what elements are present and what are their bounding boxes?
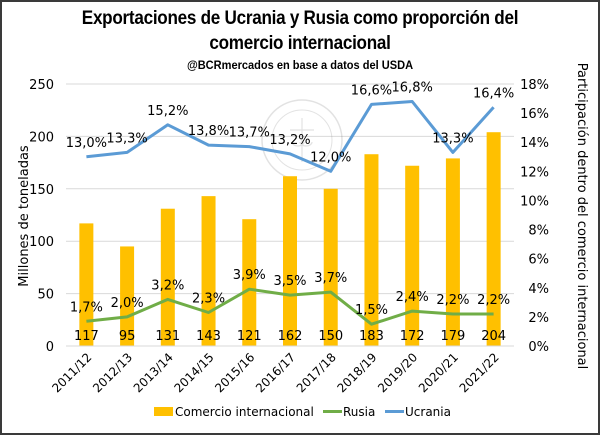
x-axis: 2011/122012/132013/142014/152015/162016/… (49, 345, 514, 395)
bar-comercio-internacional (160, 208, 175, 346)
x-tick-label: 2021/22 (457, 350, 502, 395)
legend-swatch-comercio-internacional (154, 407, 173, 416)
chart-title-line-1: Exportaciones de Ucrania y Rusia como pr… (81, 8, 519, 29)
y-right-tick-label: 8% (528, 224, 549, 239)
y-axis-right-title: Participación dentro del comercio intern… (574, 63, 589, 370)
x-tick-label: 2012/13 (90, 350, 135, 395)
bar-value-label: 143 (196, 329, 221, 344)
y-left-tick-label: 50 (37, 288, 54, 303)
rusia-value-label: 1,7% (70, 300, 103, 315)
ucrania-value-label: 13,3% (432, 131, 473, 146)
y-right-tick-label: 14% (520, 136, 549, 151)
chart-subtitle: @BCRmercados en base a datos del USDA (186, 58, 414, 72)
ucrania-value-label: 16,6% (351, 83, 392, 98)
y-left-tick-label: 0 (46, 340, 54, 355)
bar-comercio-internacional (79, 223, 94, 346)
rusia-value-label: 2,0% (111, 296, 144, 311)
bar-comercio-internacional (120, 246, 135, 346)
bars-series (79, 132, 501, 346)
y-left-tick-label: 150 (29, 183, 54, 198)
line-ucrania (86, 100, 495, 173)
y-right-tick-label: 12% (520, 165, 549, 180)
y-right-tick-label: 18% (520, 78, 549, 93)
bar-value-label: 172 (400, 329, 425, 344)
bar-comercio-internacional (201, 196, 216, 346)
bar-value-label: 179 (440, 329, 465, 344)
line-rusia (86, 287, 494, 326)
ucrania-value-label: 13,0% (66, 136, 107, 151)
bar-value-label: 121 (237, 329, 262, 344)
rusia-value-label: 3,5% (273, 274, 306, 289)
x-tick-label: 2018/19 (334, 350, 379, 395)
y-left-tick-label: 100 (29, 235, 54, 250)
bar-value-label: 117 (74, 329, 99, 344)
bar-comercio-internacional (405, 165, 420, 346)
rusia-value-label: 3,7% (314, 271, 347, 286)
rusia-value-label: 1,5% (355, 303, 388, 318)
bar-value-label: 95 (119, 329, 136, 344)
bar-comercio-internacional (242, 219, 257, 346)
x-tick-label: 2020/21 (416, 350, 461, 395)
y-left-tick-label: 200 (29, 130, 54, 145)
legend-label-ucrania: Ucrania (405, 405, 451, 419)
x-tick-label: 2011/12 (49, 350, 94, 395)
ucrania-value-label: 15,2% (147, 104, 188, 119)
bar-comercio-internacional (364, 154, 379, 346)
rusia-value-label: 2,3% (192, 292, 225, 307)
ucrania-value-label: 13,2% (269, 133, 310, 148)
bar-comercio-internacional (445, 158, 460, 346)
rusia-value-label: 2,4% (396, 290, 429, 305)
y-axis-left-title: Millones de toneladas (17, 145, 32, 287)
rusia-value-label: 2,2% (477, 293, 510, 308)
x-tick-label: 2014/15 (172, 350, 217, 395)
bar-comercio-internacional (486, 132, 501, 346)
bar-comercio-internacional (323, 188, 338, 346)
ucrania-value-label: 13,7% (229, 126, 270, 141)
y-right-tick-label: 4% (528, 282, 549, 297)
rusia-value-label: 3,9% (233, 268, 266, 283)
x-tick-label: 2019/20 (375, 350, 420, 395)
x-tick-label: 2016/17 (253, 350, 298, 395)
y-axis-right: 0% 2% 4% 6% 8% 10% 12% 14% 16% 18% (520, 78, 549, 355)
ucrania-value-label: 16,8% (392, 80, 433, 95)
bar-value-label: 183 (359, 329, 384, 344)
y-right-tick-label: 0% (528, 340, 549, 355)
bar-value-label: 150 (318, 329, 343, 344)
ucrania-value-label: 13,8% (188, 124, 229, 139)
ucrania-value-label: 16,4% (473, 86, 514, 101)
bar-comercio-internacional (283, 176, 297, 346)
lines-series (86, 100, 495, 326)
legend-label-comercio-internacional: Comercio internacional (175, 405, 314, 419)
y-right-tick-label: 10% (520, 194, 549, 209)
data-labels: 117 95 131 143 121 162 150 183 172 179 204 1,7% 2,0%… (66, 80, 515, 344)
legend: Comercio internacional Rusia Ucrania (154, 405, 451, 419)
rusia-value-label: 2,2% (436, 293, 469, 308)
y-right-tick-label: 6% (528, 253, 549, 268)
watermark-seal (261, 99, 343, 181)
rusia-value-label: 3,2% (151, 278, 184, 293)
y-right-tick-label: 16% (520, 107, 549, 122)
x-tick-label: 2017/18 (294, 350, 339, 395)
bar-value-label: 131 (155, 329, 180, 344)
x-tick-label: 2015/16 (212, 350, 257, 395)
ucrania-value-label: 12,0% (310, 150, 351, 165)
y-axis-left: 0 50 100 150 200 250 (29, 78, 54, 355)
legend-label-rusia: Rusia (343, 405, 375, 419)
bar-value-label: 204 (481, 329, 506, 344)
y-left-tick-label: 250 (29, 78, 54, 93)
bar-value-label: 162 (278, 329, 303, 344)
y-right-tick-label: 2% (528, 311, 549, 326)
ucrania-value-label: 13,3% (106, 131, 147, 146)
x-tick-label: 2013/14 (131, 350, 176, 395)
chart-title-line-2: comercio internacional (209, 33, 391, 54)
